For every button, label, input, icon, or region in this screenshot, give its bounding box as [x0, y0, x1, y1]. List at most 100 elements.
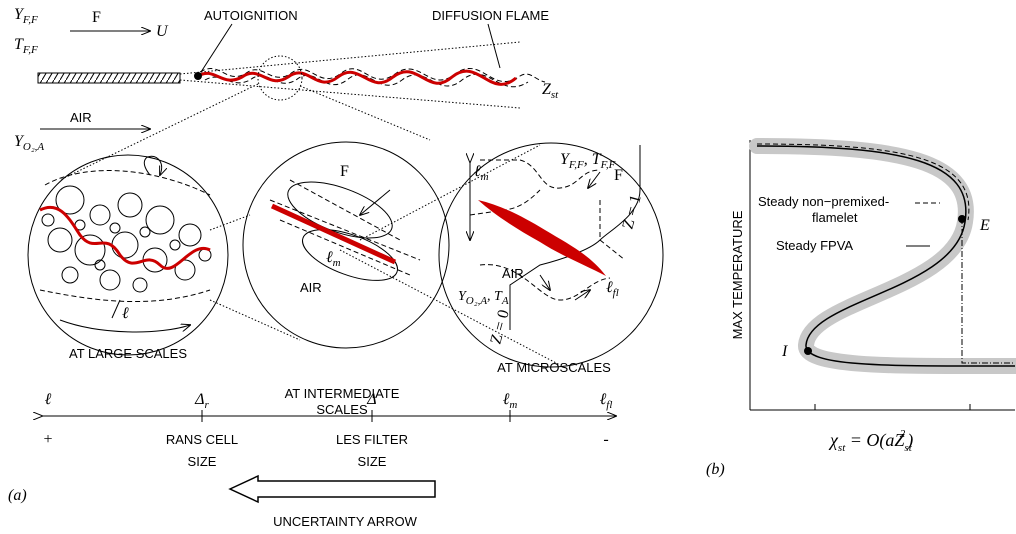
fuel-arrow — [360, 190, 390, 215]
text-part: F,F — [568, 159, 584, 171]
text-part: F,F — [22, 14, 38, 26]
intermediate-fuel: F — [340, 163, 349, 180]
les-label: LES FILTER — [336, 432, 408, 447]
uncertainty-label: UNCERTAINTY ARROW — [273, 514, 417, 529]
fpva-curve — [757, 146, 1015, 366]
shape — [42, 214, 54, 226]
micro-label: AT MICROSCALES — [497, 360, 611, 375]
text-part: O₂,A — [23, 141, 45, 153]
shape — [133, 278, 147, 292]
mixture-line — [280, 220, 410, 275]
mixture-line — [270, 200, 420, 260]
point-e-label: E — [979, 217, 990, 234]
uncertainty-band — [757, 146, 1015, 366]
shape — [100, 270, 120, 290]
large-length: ℓ — [122, 305, 129, 322]
point-i — [804, 347, 812, 355]
air-arrow — [540, 275, 550, 290]
velocity: U — [156, 23, 169, 40]
leader — [201, 24, 232, 72]
large-scale-circle — [28, 155, 228, 355]
flame-sheet — [272, 206, 395, 262]
micro-air: AIR — [502, 266, 524, 281]
symbol: Δ — [194, 391, 204, 408]
intermediate-label: AT INTERMEDIATE — [285, 386, 400, 401]
autoignition-label: AUTOIGNITION — [204, 8, 298, 23]
shape — [110, 223, 120, 233]
rans-label: RANS CELL — [166, 432, 238, 447]
shape — [90, 205, 110, 225]
minus: - — [603, 431, 608, 448]
panel-b-label: (b) — [706, 461, 725, 478]
scale-tick-label: Δr — [194, 391, 209, 411]
panel-a-label: (a) — [8, 487, 27, 504]
air-mass-fraction: YO₂,A — [14, 133, 44, 153]
x-axis-label: χst = O(aZst2) — [828, 428, 913, 454]
z-one: Z = 1 — [619, 193, 644, 231]
shape — [140, 227, 150, 237]
legend-fpva: Steady FPVA — [776, 238, 853, 253]
text-part: = O(aZ — [845, 430, 905, 451]
micro-fuel: F — [614, 167, 623, 184]
text-part: m — [481, 171, 489, 183]
scale-tick-label: ℓfl — [600, 391, 613, 411]
micro-fuel-state: YF,F, TF,F — [560, 151, 616, 171]
text-part: fl — [613, 287, 619, 299]
text-part: F,F — [22, 44, 38, 56]
zoom-line — [60, 84, 258, 180]
legend-flamelet: Steady non−premixed- — [758, 194, 889, 209]
text-part: ) — [906, 430, 913, 451]
eddies — [42, 186, 211, 292]
fuel-stream: F — [92, 9, 101, 26]
rans-label: SIZE — [188, 454, 217, 469]
scale-tick-label: ℓm — [503, 391, 518, 411]
stoichiometric-label: Zst — [542, 81, 559, 101]
eddy-arrow — [144, 156, 161, 175]
micro-length: ℓm — [474, 163, 489, 183]
fuel-mass-fraction: YF,F — [14, 6, 38, 26]
text-part: st — [551, 89, 559, 101]
micro-air-state: YO₂,A, TA — [458, 289, 509, 307]
length-arrow — [112, 300, 120, 318]
flame-sheet — [40, 207, 210, 268]
jet-edge — [180, 80, 520, 108]
symbol: ℓ — [45, 391, 52, 408]
air-stream: AIR — [70, 110, 92, 125]
large-scale-label: AT LARGE SCALES — [69, 346, 187, 361]
leader — [488, 24, 500, 68]
fuel-temperature: TF,F — [14, 36, 38, 56]
shape — [170, 240, 180, 250]
z-zero: Z = 0 — [487, 308, 512, 346]
les-label: SIZE — [358, 454, 387, 469]
shape — [146, 206, 174, 234]
subscript: fl — [606, 399, 612, 411]
intermediate-air: AIR — [300, 280, 322, 295]
shape — [112, 232, 138, 258]
text-part: m — [333, 257, 341, 269]
legend-flamelet: flamelet — [812, 210, 858, 225]
mixing-layer-edge — [40, 290, 210, 302]
scale-tick-label: ℓ — [45, 391, 52, 408]
point-i-label: I — [781, 343, 788, 360]
extinction-path — [962, 218, 1015, 363]
plus: + — [43, 431, 52, 448]
shape — [62, 267, 78, 283]
fuel-arrow — [588, 172, 600, 188]
subscript: r — [205, 399, 210, 411]
point-e — [958, 215, 966, 223]
symbol: Δ — [366, 391, 376, 408]
zoom-line — [300, 86, 430, 140]
shape — [179, 224, 201, 246]
zoom-line — [340, 250, 560, 365]
text-part: O₂,A — [466, 295, 488, 307]
figure: YF,F TF,F F U AUTOIGNITION DIFFUSION FLA… — [0, 0, 1016, 534]
splitter-plate — [38, 73, 180, 83]
intermediate-label: SCALES — [316, 402, 368, 417]
y-axis-label: MAX TEMPERATURE — [730, 210, 745, 339]
text-part: 2 — [900, 428, 906, 440]
micro-circle — [439, 143, 663, 367]
uncertainty-arrow — [230, 476, 435, 502]
scale-tick-label: Δ — [366, 391, 376, 408]
diffusion-flame-label: DIFFUSION FLAME — [432, 8, 549, 23]
shape — [118, 193, 142, 217]
